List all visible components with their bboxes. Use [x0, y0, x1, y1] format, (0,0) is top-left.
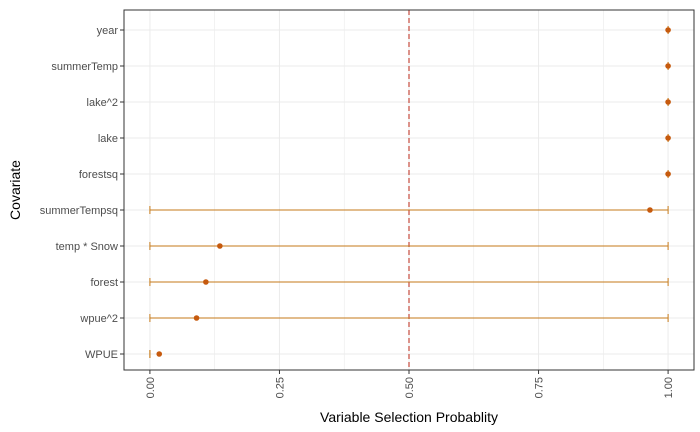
point-summerTemp: [665, 63, 671, 69]
point-lake: [665, 135, 671, 141]
y-tick-label: summerTemp: [51, 61, 118, 73]
x-tick-label: 0.00: [145, 377, 157, 398]
x-axis-title: Variable Selection Probablity: [320, 409, 498, 425]
x-tick-label: 0.25: [274, 377, 286, 398]
interval-wpue^2: [149, 314, 669, 322]
y-tick-label: wpue^2: [79, 313, 118, 325]
intervals: [149, 26, 669, 358]
x-tick-label: 0.75: [534, 377, 546, 398]
y-tick-label: forestsq: [79, 169, 118, 181]
x-tick-label: 0.50: [404, 377, 416, 398]
point-forest: [203, 279, 209, 285]
interval-temp * Snow: [149, 242, 669, 250]
point-forestsq: [665, 171, 671, 177]
interval-summerTempsq: [149, 206, 669, 214]
x-ticks: 0.00 0.25 0.50 0.75 1.00: [145, 370, 675, 398]
y-tick-label: WPUE: [85, 349, 118, 361]
y-tick-label: year: [97, 25, 119, 37]
point-summerTempsq: [647, 207, 653, 213]
y-ticks: year summerTemp lake^2 lake forestsq summerTe…: [40, 25, 124, 361]
points: [156, 27, 671, 357]
y-tick-label: forest: [90, 277, 118, 289]
point-temp * Snow: [217, 243, 223, 249]
y-axis-title: Covariate: [7, 160, 23, 220]
point-wpue^2: [193, 315, 200, 321]
y-tick-label: lake: [98, 133, 118, 145]
y-tick-label: summerTempsq: [40, 205, 118, 217]
point-WPUE: [156, 351, 163, 357]
point-year: [665, 27, 671, 33]
y-tick-label: lake^2: [87, 97, 118, 109]
x-tick-label: 1.00: [663, 377, 675, 398]
point-lake^2: [665, 99, 671, 105]
interval-forest: [149, 278, 669, 286]
y-tick-label: temp * Snow: [56, 241, 118, 253]
